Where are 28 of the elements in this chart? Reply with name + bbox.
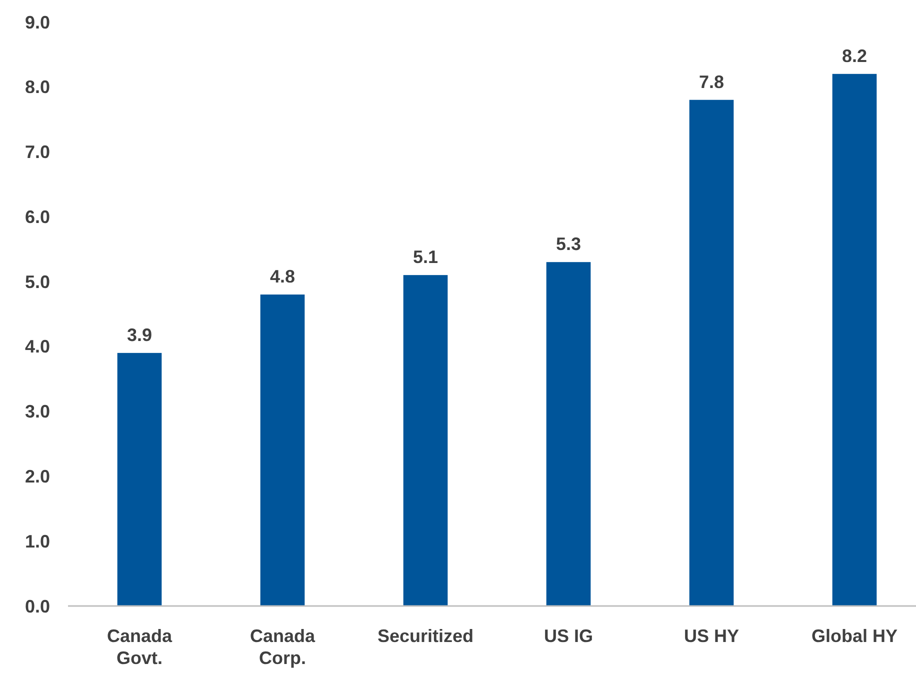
bar bbox=[689, 100, 734, 606]
x-tick-label: US IG bbox=[544, 626, 594, 646]
y-tick-label: 0.0 bbox=[24, 596, 50, 616]
y-tick-label: 3.0 bbox=[24, 402, 50, 422]
bar bbox=[832, 74, 877, 606]
y-tick-label: 8.0 bbox=[24, 77, 50, 98]
y-tick-label: 7.0 bbox=[24, 142, 50, 162]
y-tick-label: 5.0 bbox=[24, 272, 50, 292]
data-label: 3.9 bbox=[126, 324, 152, 345]
x-tick-label: Global HY bbox=[811, 626, 898, 646]
data-label: 5.1 bbox=[412, 247, 438, 268]
bar bbox=[403, 275, 448, 606]
bar bbox=[117, 352, 162, 606]
y-tick-label: 9.0 bbox=[24, 12, 50, 32]
y-tick-label: 4.0 bbox=[24, 336, 50, 357]
x-tick-label: Canada Govt. bbox=[106, 626, 173, 668]
bar bbox=[546, 262, 591, 606]
y-tick-label: 1.0 bbox=[24, 531, 50, 552]
y-tick-label: 6.0 bbox=[24, 206, 50, 227]
y-tick-label: 2.0 bbox=[24, 466, 50, 487]
data-label: 5.3 bbox=[556, 234, 582, 254]
x-tick-label: Canada Corp. bbox=[250, 626, 316, 668]
x-tick-label: Securitized bbox=[377, 626, 474, 646]
data-label: 4.8 bbox=[270, 266, 296, 287]
data-label: 8.2 bbox=[842, 46, 868, 66]
x-tick-label: US HY bbox=[684, 626, 740, 646]
bar bbox=[260, 294, 305, 606]
data-label: 7.8 bbox=[698, 72, 724, 92]
